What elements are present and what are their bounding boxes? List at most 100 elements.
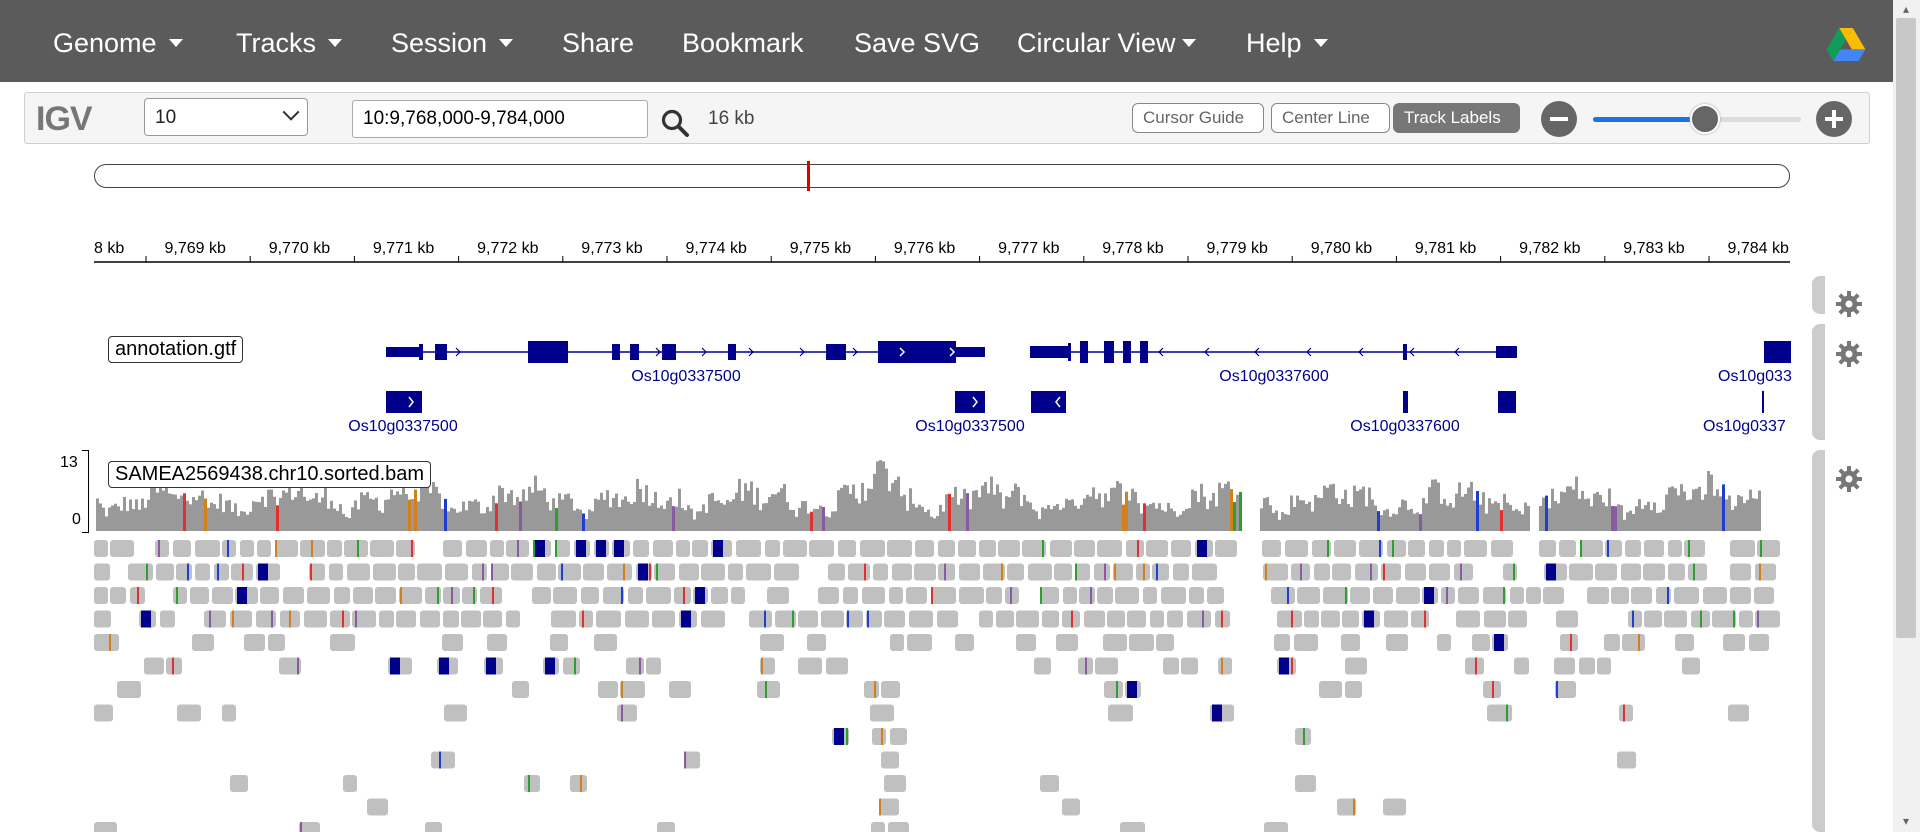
menu-help[interactable]: Help (1246, 0, 1328, 82)
coverage-bar (1140, 513, 1143, 531)
read-alignment (1005, 587, 1019, 604)
coverage-bar (1353, 485, 1356, 531)
coverage-bar (1587, 498, 1590, 531)
coverage-bar (885, 468, 888, 531)
read-alignment (1508, 610, 1527, 628)
coverage-bar (720, 503, 723, 531)
menu-tracks[interactable]: Tracks (236, 0, 342, 82)
coverage-bar (1689, 499, 1692, 531)
coverage-bar (564, 494, 567, 531)
read-alignment (757, 681, 780, 698)
gear-icon[interactable] (1836, 341, 1862, 367)
read-alignment (177, 704, 201, 722)
mismatch-base (1688, 540, 1690, 557)
coverage-bar (234, 503, 237, 531)
track-labels-button[interactable]: Track Labels (1393, 103, 1520, 133)
mismatch-base (1607, 540, 1609, 557)
read-alignment (1456, 610, 1480, 628)
gear-icon[interactable] (1836, 291, 1862, 317)
coverage-bar (972, 490, 975, 531)
mismatch-base (1757, 610, 1759, 628)
mismatch-base (555, 540, 557, 557)
zoom-out-icon[interactable] (1541, 101, 1577, 137)
coverage-bar (138, 509, 141, 531)
coverage-bar (807, 513, 810, 531)
chromosome-select[interactable]: 10 (144, 98, 308, 136)
menu-circular-view[interactable]: Circular View (1017, 0, 1196, 82)
coverage-bar (207, 507, 210, 531)
read-alignment (1554, 657, 1575, 675)
read-alignment (646, 657, 661, 675)
coverage-bar (1170, 508, 1173, 531)
coverage-bar (1161, 510, 1164, 531)
coverage-bar (819, 505, 822, 531)
coverage-bar (183, 493, 186, 531)
coverage-bar (336, 510, 339, 531)
gene-label: Os10g0337500 (348, 418, 458, 435)
coverage-bar (1314, 495, 1317, 531)
read-alignment (1321, 610, 1340, 628)
mismatch-base (1623, 704, 1625, 722)
menu-save-svg[interactable]: Save SVG (854, 28, 981, 58)
coverage-bar (1098, 493, 1101, 531)
coverage-bar (1698, 486, 1701, 531)
menu-share[interactable]: Share (562, 28, 635, 58)
coverage-bar (1296, 495, 1299, 531)
read-alignment (1543, 587, 1564, 604)
mismatch-base (1116, 681, 1118, 698)
mismatch-base (411, 540, 413, 557)
coverage-bar (864, 500, 867, 531)
google-drive-icon[interactable] (1826, 28, 1866, 61)
read-alignment (1120, 822, 1145, 832)
cursor-guide-button[interactable]: Cursor Guide (1132, 103, 1264, 133)
read-alignment (906, 587, 927, 604)
coverage-bar (1176, 516, 1179, 531)
coverage-bar (1038, 519, 1041, 531)
scroll-down-icon[interactable]: ▾ (1902, 814, 1910, 828)
read-alignment (998, 540, 1020, 557)
mismatch-base (1379, 540, 1381, 557)
read-alignment (1262, 540, 1281, 557)
read-alignment (628, 587, 643, 604)
search-icon[interactable] (660, 108, 690, 138)
coverage-bar (222, 512, 225, 531)
scroll-up-icon[interactable]: ▴ (1902, 2, 1910, 16)
mismatch-base (1345, 587, 1347, 604)
coverage-bar (990, 476, 993, 531)
menu-bookmark[interactable]: Bookmark (682, 28, 804, 58)
coverage-bar (555, 507, 558, 531)
read-alignment (256, 610, 276, 628)
coverage-bar (471, 501, 474, 531)
coverage-bar (342, 513, 345, 531)
chromosome-ideogram[interactable] (94, 164, 1790, 188)
gear-icon[interactable] (1836, 466, 1862, 492)
read-alignment (1441, 587, 1455, 604)
coverage-bar (1206, 509, 1209, 531)
coverage-bar (294, 497, 297, 531)
scrollbar-thumb[interactable] (1896, 18, 1916, 638)
read-alignment (765, 540, 780, 557)
alignment-track-gear-panel (1812, 450, 1825, 832)
coverage-bar (453, 508, 456, 531)
read-alignment (1411, 610, 1429, 628)
menu-genome[interactable]: Genome (53, 0, 183, 82)
locus-search-input[interactable] (352, 100, 648, 138)
zoom-slider-handle[interactable] (1690, 104, 1720, 134)
read-alignment (1342, 610, 1359, 628)
mismatch-base (931, 587, 933, 604)
read-alignment (1113, 563, 1133, 581)
menu-session[interactable]: Session (391, 0, 514, 82)
read-alignment (775, 610, 796, 628)
read-alignment (1621, 563, 1641, 581)
read-alignment (1125, 681, 1141, 698)
center-line-button[interactable]: Center Line (1271, 103, 1390, 133)
mismatch-base (1556, 681, 1558, 698)
zoom-in-icon[interactable] (1816, 101, 1852, 137)
coverage-bar (1743, 503, 1746, 531)
caret-down-icon (499, 39, 514, 47)
coverage-bar (609, 507, 612, 531)
soft-clip (439, 657, 449, 675)
coverage-bar (849, 493, 852, 531)
read-alignment (909, 610, 933, 628)
coverage-bar (708, 494, 711, 531)
